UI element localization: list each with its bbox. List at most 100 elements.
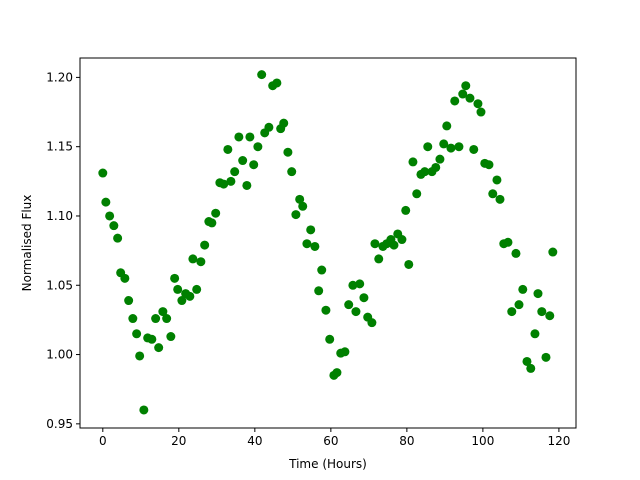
x-tick-label: 0	[99, 434, 107, 448]
point	[465, 93, 475, 103]
point	[219, 179, 229, 189]
point	[412, 189, 422, 199]
point	[257, 70, 267, 80]
point	[344, 300, 354, 310]
point	[230, 167, 240, 177]
y-tick-label: 1.05	[46, 278, 73, 292]
point	[317, 265, 327, 275]
point	[264, 122, 274, 132]
point	[484, 160, 494, 170]
x-tick-label: 60	[323, 434, 338, 448]
y-axis-label: Normalised Flux	[20, 195, 34, 292]
point	[526, 363, 536, 373]
point	[287, 167, 297, 177]
point	[359, 293, 369, 303]
point	[120, 273, 130, 283]
point	[469, 144, 479, 154]
point	[541, 352, 551, 362]
point	[476, 107, 486, 117]
point	[173, 284, 183, 294]
point	[355, 279, 365, 289]
point	[431, 162, 441, 172]
point	[548, 247, 558, 257]
point	[492, 175, 502, 185]
y-tick-label: 1.20	[46, 70, 73, 84]
point	[351, 307, 361, 317]
point	[374, 254, 384, 264]
point	[473, 99, 483, 109]
point	[105, 211, 115, 221]
point	[124, 296, 134, 306]
point	[306, 225, 316, 235]
point	[408, 157, 418, 167]
point	[325, 334, 335, 344]
point	[488, 189, 498, 199]
point	[442, 121, 452, 131]
point	[170, 273, 180, 283]
point	[249, 160, 259, 170]
point	[242, 180, 252, 190]
point	[367, 318, 377, 328]
point	[226, 176, 236, 186]
point	[397, 235, 407, 245]
point	[253, 142, 263, 152]
x-axis-label: Time (Hours)	[288, 457, 367, 471]
point	[279, 118, 289, 128]
point	[533, 289, 543, 299]
point	[295, 194, 305, 204]
point	[454, 142, 464, 152]
point	[537, 307, 547, 317]
point	[162, 314, 172, 324]
point	[332, 368, 342, 378]
x-tick-label: 120	[547, 434, 570, 448]
point	[404, 259, 414, 269]
point	[154, 343, 164, 353]
point	[158, 307, 168, 317]
x-tick-label: 100	[471, 434, 494, 448]
point	[461, 81, 471, 91]
x-tick-label: 80	[399, 434, 414, 448]
point	[147, 334, 157, 344]
x-tick-label: 20	[171, 434, 186, 448]
point	[98, 168, 108, 178]
point	[389, 240, 399, 250]
point	[177, 296, 187, 306]
point	[545, 311, 555, 321]
point	[272, 78, 282, 88]
point	[291, 210, 301, 220]
plot-frame	[79, 57, 577, 429]
point	[522, 356, 532, 366]
point	[450, 96, 460, 106]
point	[238, 156, 248, 166]
point	[200, 240, 210, 250]
point	[192, 284, 202, 294]
point	[321, 305, 331, 315]
point	[423, 142, 433, 152]
point	[435, 154, 445, 164]
y-tick-label: 1.10	[46, 209, 73, 223]
point	[101, 197, 111, 207]
x-tick-label: 40	[247, 434, 262, 448]
point	[283, 147, 293, 157]
y-tick-label: 1.15	[46, 140, 73, 154]
point	[234, 132, 244, 142]
point	[207, 218, 217, 228]
point	[370, 239, 380, 249]
point	[166, 332, 176, 342]
point	[298, 201, 308, 211]
point	[507, 307, 517, 317]
point	[503, 237, 513, 247]
point	[211, 208, 221, 218]
point	[139, 405, 149, 415]
point	[314, 286, 324, 296]
point	[132, 329, 142, 339]
point	[348, 280, 358, 290]
point	[109, 221, 119, 231]
point	[113, 233, 123, 243]
point	[518, 284, 528, 294]
point	[514, 300, 524, 310]
point	[439, 139, 449, 149]
point	[446, 143, 456, 153]
